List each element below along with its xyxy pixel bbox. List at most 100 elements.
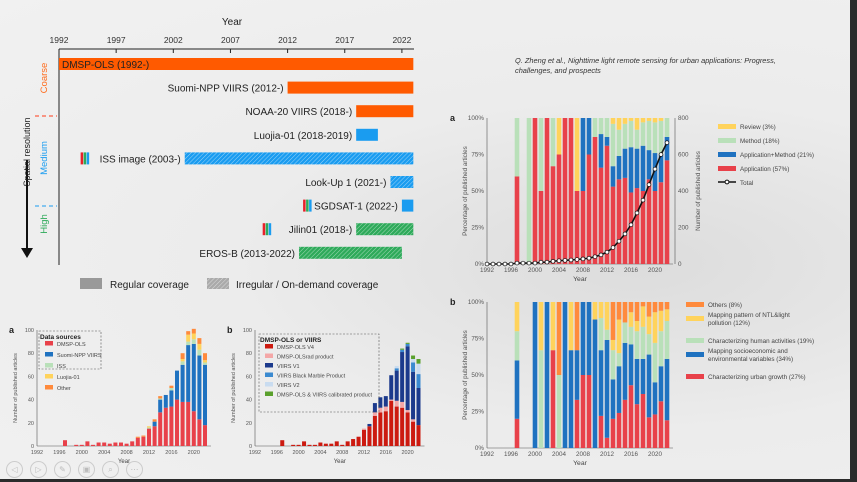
bot-a-bar-dmsp-ols — [113, 442, 118, 446]
top-b-bar-characterizing-urban-growth — [586, 375, 592, 448]
top-b-bar-mapping-socioeconomic-and-environmental-variables — [652, 382, 658, 415]
top-b-bar-others — [574, 302, 580, 351]
total-point — [622, 231, 628, 237]
top-b-bar-characterizing-urban-growth — [622, 399, 628, 448]
bot-a-bar-other — [186, 331, 191, 335]
top-a-bar-application-method — [622, 148, 628, 178]
bot-a-y-tick-label: 40 — [28, 398, 34, 404]
bot-b-bar-dmsp-ols-v4 — [302, 441, 307, 446]
total-point — [508, 261, 514, 267]
total-point — [616, 238, 622, 244]
top-b-bar-mapping-pattern-of-ntl-light-pollution — [538, 302, 544, 351]
top-b-bar-mapping-socioeconomic-and-environmental-variables — [610, 379, 616, 419]
top-a-y-axis-title: Percentage of published articles — [462, 146, 469, 236]
top-a-bar-application-method — [652, 153, 658, 191]
top-b-bar-characterizing-human-activities — [634, 331, 640, 359]
top-b-legend-swatch — [686, 316, 704, 321]
top-a-bar-application — [604, 145, 610, 264]
bot-b-bar-dmsp-olsrad-product — [378, 407, 383, 413]
bot-b-bar-dmsp-ols-v4 — [329, 443, 334, 446]
sensor-label: Luojia-01 (2018-2019) — [254, 131, 352, 142]
top-b-legend-label: Characterizing urban growth (27%) — [708, 374, 806, 381]
top-b-bar-others — [628, 302, 634, 313]
back-button[interactable]: ◁ — [6, 461, 23, 478]
slides-button[interactable]: ▣ — [78, 461, 95, 478]
timeline-tick-label: 2017 — [335, 35, 354, 45]
top-b-bar-characterizing-human-activities — [598, 318, 604, 351]
top-a-legend-label: Review (3%) — [740, 124, 776, 131]
top-a-bar-application — [532, 118, 538, 264]
top-a-x-tick-label: 2020 — [648, 267, 663, 274]
forward-button[interactable]: ▷ — [30, 461, 47, 478]
bot-a-bar-iss — [197, 349, 202, 356]
bot-a-legend-swatch — [45, 374, 53, 379]
top-b-bar-mapping-socioeconomic-and-environmental-variables — [532, 302, 538, 448]
top-a-bar-review — [622, 118, 628, 124]
total-point — [580, 256, 586, 262]
bot-b-bar-dmsp-ols-v4 — [280, 440, 285, 446]
bot-a-bar-iss — [191, 339, 196, 344]
rgb-band-icon — [262, 223, 266, 236]
timeline-tick-label: 2002 — [164, 35, 183, 45]
bot-b-y-tick-label: 0 — [249, 444, 252, 450]
top-b-bar-characterizing-urban-growth — [628, 385, 634, 448]
top-a-bar-review — [610, 118, 616, 124]
top-b-bar-mapping-pattern-of-ntl-light-pollution — [640, 306, 646, 327]
bot-a-bar-dmsp-ols — [197, 419, 202, 446]
bot-a-bar-other — [203, 353, 207, 361]
top-a-y-tick-label: 100% — [468, 115, 485, 122]
top-b-x-tick-label: 2012 — [600, 451, 615, 458]
bot-a-bar-dmsp-ols — [141, 436, 146, 446]
zoom-button[interactable]: ⌕ — [102, 461, 119, 478]
top-a-bar-application — [568, 118, 574, 264]
bot-a-bar-dmsp-ols — [147, 428, 151, 446]
sensor-bar — [356, 223, 414, 236]
top-b-bar-others — [622, 302, 628, 323]
pen-button[interactable]: ✎ — [54, 461, 71, 478]
bot-b-bar-dmsp-ols-v4 — [405, 412, 410, 446]
top-b-bar-mapping-pattern-of-ntl-light-pollution — [658, 310, 664, 332]
bot-b-legend-swatch — [265, 344, 273, 349]
sensor-label: ISS image (2003-) — [100, 154, 181, 165]
bot-a-bar-other — [197, 338, 202, 344]
bot-b-x-tick-label: 1996 — [271, 450, 283, 456]
bot-a-bar-dmsp-ols — [79, 444, 84, 446]
bot-b-bar-dmsp-ols-v4 — [367, 426, 372, 446]
top-a-bar-application — [550, 166, 556, 264]
top-b-bar-mapping-pattern-of-ntl-light-pollution — [628, 312, 634, 327]
top-b-bar-others — [556, 302, 562, 375]
bot-b-x-tick-label: 2004 — [314, 450, 326, 456]
sensor-bar — [356, 128, 378, 141]
total-point — [646, 182, 652, 187]
top-b-bar-mapping-pattern-of-ntl-light-pollution — [652, 312, 658, 343]
top-a-bar-application — [634, 188, 640, 264]
bot-a-bar-dmsp-ols — [63, 440, 67, 446]
more-button[interactable]: ⋯ — [126, 461, 143, 478]
top-a-x-tick-label: 1992 — [480, 267, 495, 274]
sensor-bar — [299, 246, 402, 259]
bot-b-legend-swatch — [265, 391, 273, 396]
top-a-bar-review — [556, 118, 562, 155]
bot-a-legend-swatch — [45, 352, 53, 357]
bot-a-bar-luojia-01 — [191, 333, 196, 340]
top-b-bar-characterizing-urban-growth — [598, 415, 604, 448]
bot-b-bar-dmsp-ols-v4 — [323, 443, 328, 446]
bot-b-bar-viirs-black-marble-product — [416, 374, 421, 388]
bot-a-legend-label: ISS — [57, 364, 66, 370]
bot-a-y-tick-label: 80 — [28, 351, 34, 357]
bot-a-bar-suomi-npp-viirs — [203, 364, 207, 426]
top-a-x-tick-label: 1996 — [504, 267, 519, 274]
bot-b-bar-dmsp-ols-v4 — [400, 407, 405, 446]
sensor-label: SGDSAT-1 (2022-) — [314, 202, 398, 213]
bot-a-bar-dmsp-ols — [96, 442, 101, 446]
sensor-label: DMSP-OLS (1992-) — [62, 60, 149, 71]
top-a-panel-label: a — [450, 113, 456, 123]
bot-b-bar-dmsp-olsrad-product — [389, 399, 394, 401]
bot-b-bar-viirs-v1 — [394, 370, 399, 401]
total-point — [658, 152, 664, 157]
top-a-bar-method — [646, 120, 652, 151]
top-a-bar-application — [610, 186, 616, 264]
top-b-bar-mapping-socioeconomic-and-environmental-variables — [616, 366, 622, 413]
bot-b-bar-dmsp-ols-viirs-calibrated-product — [411, 355, 416, 359]
